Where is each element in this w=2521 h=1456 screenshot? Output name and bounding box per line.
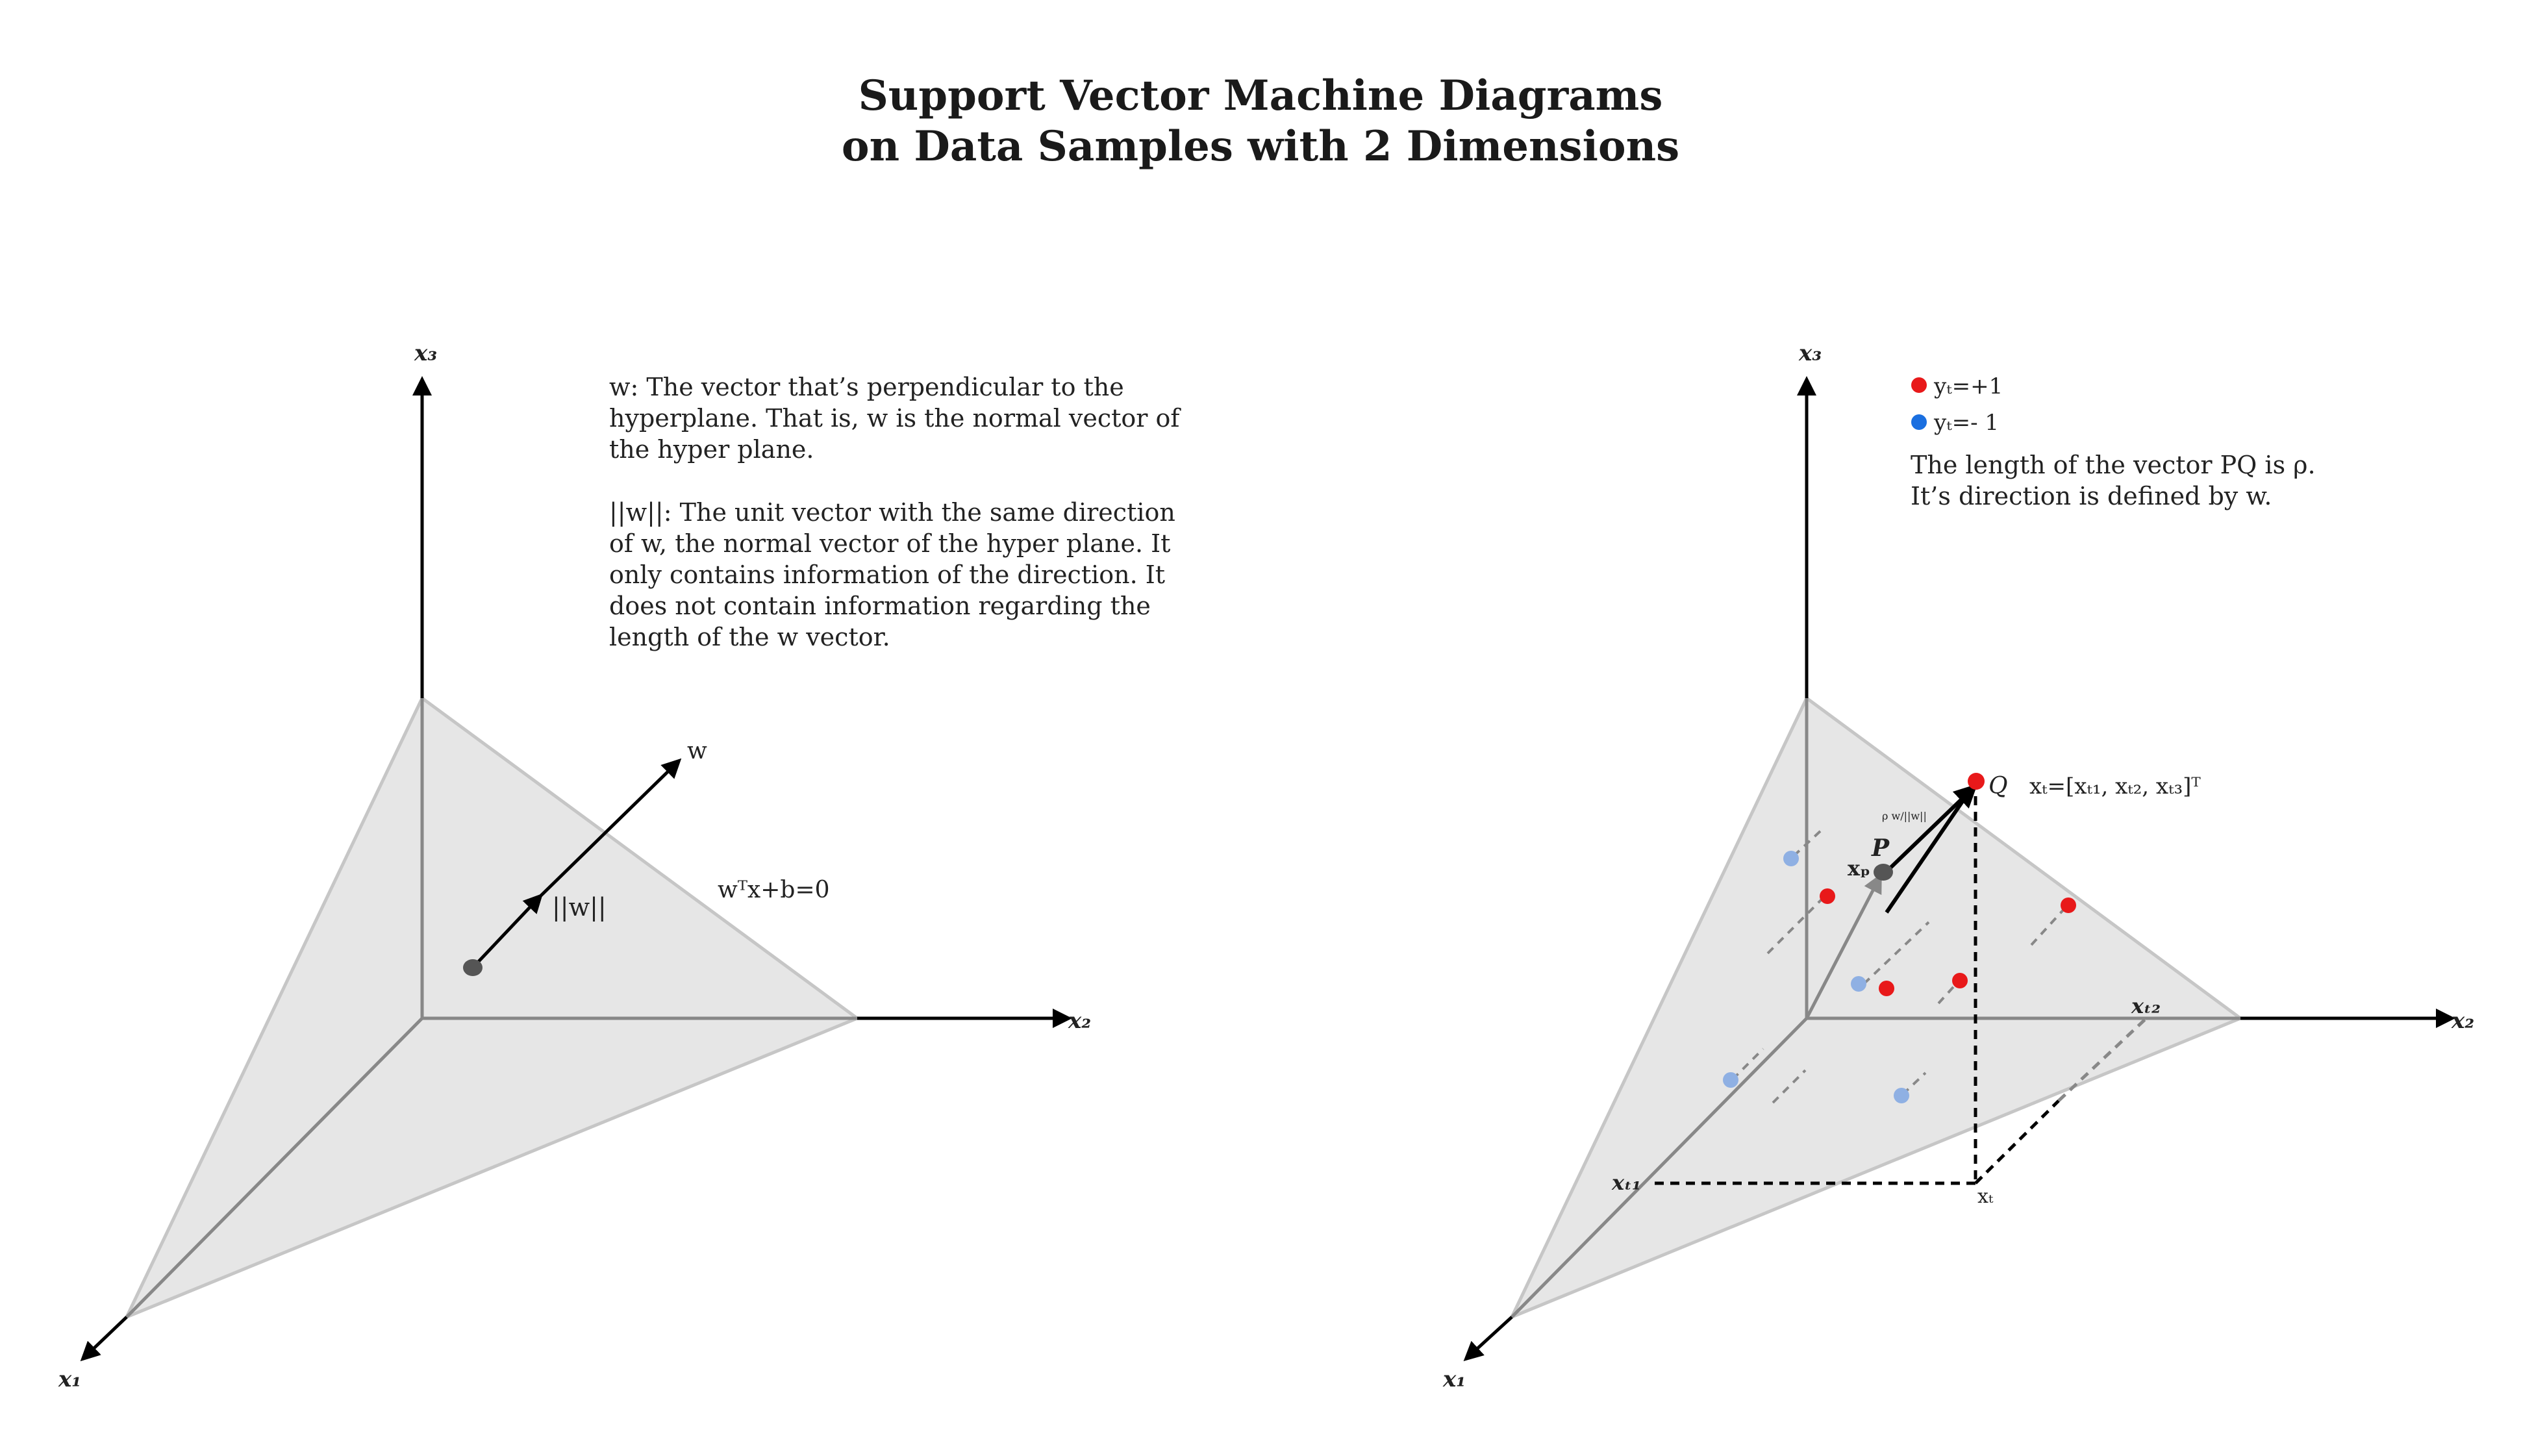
negative-sample	[1851, 976, 1866, 992]
left-w-label: w	[687, 738, 707, 764]
right-hyperplane	[1508, 696, 2244, 1320]
note-pq-direction: It’s direction is defined by w.	[1911, 482, 2272, 510]
right-diagram: yₜ=+1 yₜ=- 1 x₃ x₂ x₁ Q P xₚ xₜ=[xₜ₁, xₜ…	[1442, 340, 2474, 1392]
dash-line	[1772, 1069, 1807, 1104]
left-axis-x1-inner	[125, 1017, 423, 1318]
xt-definition: xₜ=[xₜ₁, xₜ₂, xₜ₃]ᵀ	[2029, 773, 2201, 799]
origin-to-xp-vector	[1805, 873, 1882, 1020]
dash-line	[1731, 1048, 1764, 1081]
point-q-label: Q	[1988, 773, 2008, 799]
pq-vector-upper	[1885, 784, 1978, 873]
note-w-definition: w: The vector that’s perpendicular to th…	[609, 373, 1180, 464]
left-axis-x2-label: x₂	[1068, 1008, 1091, 1034]
dash-line	[1937, 981, 1959, 1005]
right-axis-x1-inner	[1511, 1017, 1808, 1318]
left-origin-point	[463, 959, 483, 976]
pq-vector-lower	[1885, 788, 1973, 914]
positive-sample	[1879, 981, 1894, 996]
note-pq-length: The length of the vector PQ is ρ.	[1911, 451, 2316, 479]
left-plane-equation: wᵀx+b=0	[718, 877, 830, 903]
rho-fraction-label: ρ w/||w||	[1882, 810, 1927, 822]
negative-sample	[1894, 1088, 1909, 1103]
title-line-1: Support Vector Machine Diagrams	[858, 71, 1663, 120]
note-unit-vector-definition: ||w||: The unit vector with the same dir…	[609, 498, 1175, 651]
left-w-vector-arrow	[539, 758, 682, 897]
point-p-label: P	[1871, 835, 1890, 862]
left-hyperplane	[123, 696, 861, 1320]
point-q-sample	[1968, 773, 1985, 790]
xt-to-xt2-projection	[1974, 1099, 2060, 1185]
xt-point-label: xₜ	[1977, 1185, 1994, 1208]
legend-negative-marker	[1911, 414, 1927, 430]
left-axis-x1	[80, 1316, 128, 1362]
point-p	[1874, 864, 1893, 881]
xt1-tick-label: xₜ₁	[1611, 1170, 1641, 1195]
negative-sample	[1723, 1072, 1738, 1088]
left-diagram: x₃ x₂ x₁ w ||w|| wᵀx+b=0	[58, 340, 1091, 1392]
positive-sample	[1820, 888, 1835, 904]
right-axis-x2-label: x₂	[2451, 1008, 2474, 1034]
left-axis-x1-label: x₁	[58, 1366, 81, 1392]
left-axis-x3-label: x₃	[414, 340, 437, 366]
xt2-tick-label: xₜ₂	[2131, 994, 2161, 1018]
point-xp-label: xₚ	[1848, 856, 1870, 881]
left-unit-vector-arrow	[471, 893, 544, 969]
right-axis-x1	[1463, 1316, 1513, 1362]
legend-negative-label: yₜ=- 1	[1933, 410, 1999, 436]
dash-line	[1863, 921, 1930, 985]
negative-sample	[1783, 851, 1799, 866]
left-unit-vector-label: ||w||	[552, 893, 607, 922]
dash-line	[1792, 829, 1823, 857]
right-axis-x1-label: x₁	[1442, 1366, 1466, 1392]
legend-positive-label: yₜ=+1	[1933, 373, 2003, 399]
legend-positive-marker	[1911, 377, 1927, 393]
title-line-2: on Data Samples with 2 Dimensions	[841, 122, 1680, 171]
xt2-grey-projection	[2057, 1017, 2148, 1102]
right-axis-x3-label: x₃	[1798, 340, 1822, 366]
positive-sample	[2061, 897, 2076, 913]
positive-sample	[1952, 973, 1968, 988]
